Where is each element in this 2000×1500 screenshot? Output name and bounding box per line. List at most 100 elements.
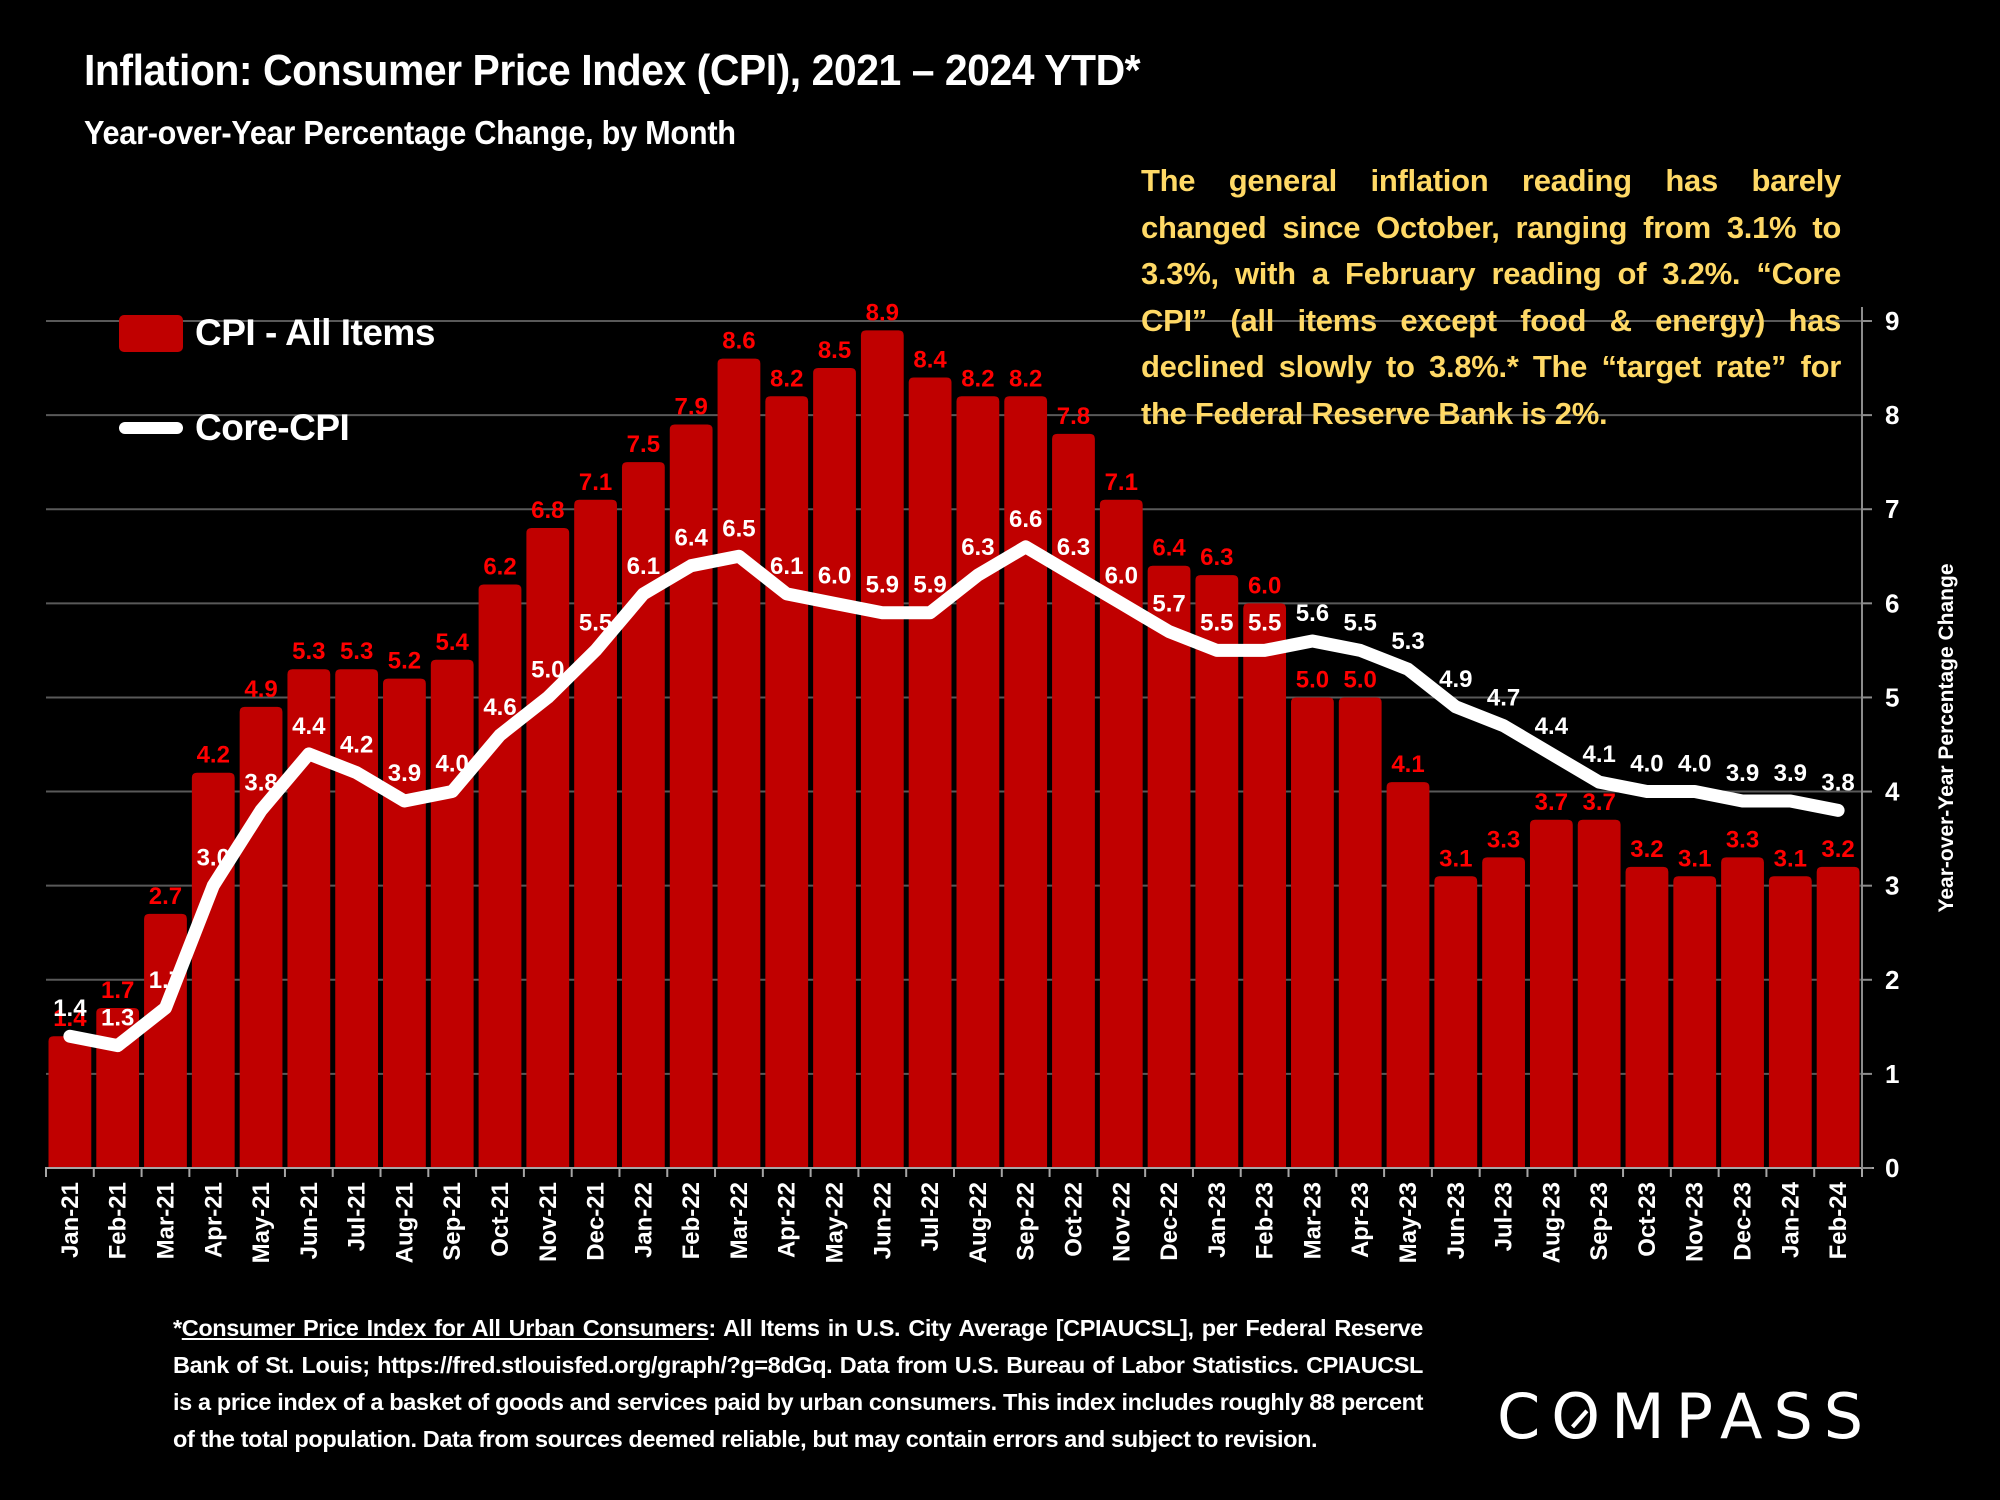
line-data-label: 4.4 (292, 713, 326, 740)
compass-logo: CO MPASS (1497, 1386, 1874, 1448)
y-tick-label: 1 (1885, 1059, 1899, 1089)
line-data-label: 3.8 (244, 769, 277, 796)
line-data-label: 1.3 (101, 1005, 134, 1032)
y-tick-label: 7 (1885, 494, 1899, 524)
bar (860, 330, 904, 1168)
bar-data-label: 6.3 (1200, 544, 1233, 571)
footnote-source-link[interactable]: Consumer Price Index for All Urban Consu… (181, 1315, 709, 1341)
core-cpi-line (63, 540, 1845, 1053)
x-tick-label: Jan-24 (1777, 1181, 1804, 1258)
bar-data-label: 7.1 (1105, 469, 1138, 496)
x-tick-label: Dec-23 (1730, 1182, 1757, 1261)
y-axis: 0 1 2 3 4 5 6 7 8 9 (1861, 306, 1900, 1183)
x-tick-label: Jul-21 (344, 1182, 371, 1251)
x-tick-label: Feb-22 (678, 1182, 705, 1259)
bar (1529, 819, 1573, 1168)
bar (621, 462, 665, 1169)
bar (1434, 876, 1478, 1168)
bar (1147, 565, 1191, 1168)
x-tick-label: Jan-22 (630, 1182, 657, 1258)
legend-swatch-bar (119, 314, 183, 352)
bar-data-label: 3.3 (1487, 826, 1520, 853)
bar (191, 772, 235, 1168)
bar (717, 358, 761, 1169)
line-data-label: 4.7 (1487, 685, 1520, 712)
x-tick-label: Jan-23 (1204, 1182, 1231, 1258)
y-tick-label: 9 (1885, 306, 1899, 336)
y-tick-label: 5 (1885, 682, 1899, 712)
bar-data-label: 3.1 (1439, 845, 1472, 872)
line-data-label: 4.6 (483, 694, 516, 721)
line-data-labels: 1.4 1.31.73.03.84.44.23.9 4.04.65.05.56.16… (53, 506, 1855, 1032)
line-data-label: 4.0 (1630, 751, 1663, 778)
bar (813, 368, 856, 1168)
y-tick-label: 0 (1885, 1153, 1899, 1183)
x-tick-label: Aug-21 (391, 1182, 418, 1263)
bar (956, 396, 1000, 1168)
bar-data-label: 5.4 (436, 629, 470, 656)
x-tick-label: Jun-22 (869, 1182, 896, 1259)
line-data-label: 6.6 (1009, 506, 1042, 533)
line-data-label: 3.0 (197, 845, 230, 872)
line-data-label: 5.9 (866, 572, 899, 599)
line-data-label: 5.5 (1200, 609, 1233, 636)
line-data-label: 4.4 (1535, 713, 1569, 740)
bar-data-label: 6.2 (483, 554, 516, 581)
x-tick-label: Mar-23 (1299, 1182, 1326, 1259)
x-tick-label: Oct-23 (1634, 1182, 1661, 1257)
chart-title: Inflation: Consumer Price Index (CPI), 2… (84, 46, 1141, 95)
y-tick-label: 2 (1885, 965, 1899, 995)
legend-label-core-cpi: Core-CPI (195, 407, 350, 448)
x-tick-label: Apr-23 (1347, 1182, 1374, 1258)
bar-data-label: 8.6 (722, 328, 755, 355)
bar (383, 678, 426, 1168)
bar-data-label: 1.7 (101, 977, 134, 1004)
legend-item-cpi: CPI - All Items (119, 312, 435, 354)
line-data-label: 3.9 (1774, 760, 1807, 787)
bar (1004, 396, 1048, 1168)
x-axis: Jan-21 Feb-21 Mar-21 Apr-21 May-21 Jun-21 Jul-… (45, 1167, 1874, 1263)
bar-data-label: 8.4 (913, 346, 947, 373)
bar-data-label: 3.1 (1678, 845, 1711, 872)
bar-data-label: 8.5 (818, 337, 851, 364)
bar-data-label: 6.0 (1248, 572, 1281, 599)
line-data-label: 6.4 (674, 525, 708, 552)
line-data-label: 4.0 (436, 751, 469, 778)
line-series (63, 540, 1845, 1053)
line-data-label: 5.6 (1296, 600, 1329, 627)
bar-data-label: 3.2 (1630, 836, 1663, 863)
logo-o-slash-icon: O (1551, 1380, 1612, 1453)
bar (1768, 876, 1812, 1168)
bar-data-label: 8.2 (1009, 365, 1042, 392)
legend-swatch-line (119, 422, 183, 434)
line-data-label: 1.7 (149, 967, 182, 994)
x-tick-label: Jan-21 (57, 1182, 84, 1258)
x-tick-label: May-21 (248, 1182, 275, 1263)
bar (908, 377, 952, 1168)
logo-letter-c: C (1497, 1380, 1552, 1453)
line-data-label: 5.5 (579, 609, 612, 636)
x-tick-label: Aug-23 (1538, 1182, 1565, 1263)
line-data-label: 6.3 (961, 534, 994, 561)
line-data-label: 5.3 (1391, 628, 1424, 655)
bar-data-label: 5.0 (1296, 666, 1329, 693)
bar-data-label: 8.2 (770, 365, 803, 392)
bar (1816, 866, 1860, 1168)
line-data-label: 4.0 (1678, 751, 1711, 778)
x-tick-label: Jul-22 (917, 1182, 944, 1251)
line-data-label: 3.9 (1726, 760, 1759, 787)
x-tick-label: May-23 (1395, 1182, 1422, 1263)
x-tick-label: Apr-22 (774, 1182, 801, 1258)
bar (1338, 697, 1382, 1168)
x-tick-label: Jun-23 (1443, 1182, 1470, 1259)
bar-data-label: 3.1 (1774, 845, 1807, 872)
line-data-label: 5.7 (1152, 591, 1185, 618)
bar-data-labels: 1.4 1.7 2.7 4.2 4.9 5.3 5.3 5.2 5.4 6.2 6.8 7.1 7.5 7… (53, 299, 1855, 1032)
bar (1099, 499, 1143, 1168)
line-data-label: 5.9 (913, 572, 946, 599)
bar-data-label: 5.3 (340, 638, 373, 665)
bar-data-label: 4.1 (1391, 751, 1424, 778)
line-data-label: 6.1 (627, 553, 660, 580)
x-tick-label: Oct-22 (1060, 1182, 1087, 1257)
